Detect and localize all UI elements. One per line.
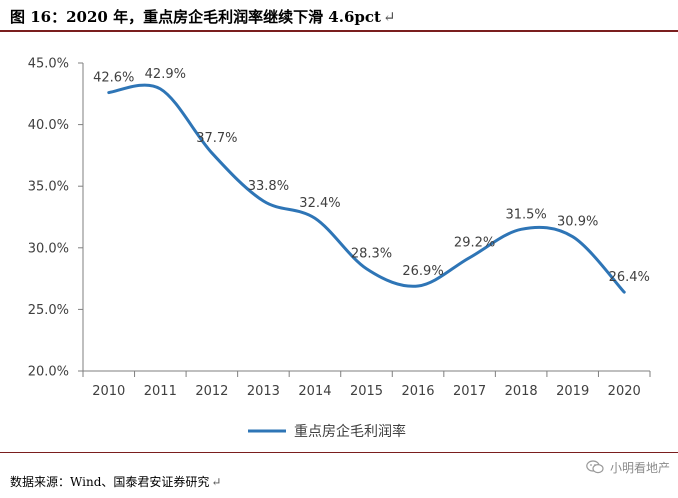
- y-axis: 20.0% 25.0% 30.0% 35.0% 40.0% 45.0%: [28, 57, 84, 380]
- figure-title: 图 16：2020 年，重点房企毛利润率继续下滑 4.6pct ↵: [10, 6, 670, 28]
- data-labels: 42.6% 42.9% 37.7% 33.8% 32.4% 28.3% 26.9% 29.2%…: [93, 67, 650, 285]
- data-label: 28.3%: [351, 247, 392, 262]
- x-tick-label: 2012: [195, 384, 228, 399]
- data-label: 26.4%: [609, 270, 650, 285]
- x-tick-label: 2017: [453, 384, 486, 399]
- data-label: 32.4%: [299, 196, 340, 211]
- watermark-text: 小明看地产: [609, 460, 670, 475]
- x-tick-label: 2011: [144, 384, 177, 399]
- y-tick-label: 20.0%: [28, 365, 69, 380]
- title-divider: [0, 30, 678, 32]
- y-tick-label: 30.0%: [28, 241, 69, 256]
- data-label: 31.5%: [505, 207, 546, 222]
- y-tick-label: 25.0%: [28, 303, 69, 318]
- paragraph-mark: ↵: [211, 475, 222, 489]
- paragraph-mark: ↵: [382, 8, 396, 26]
- data-label: 29.2%: [454, 236, 495, 251]
- x-tick-label: 2014: [298, 384, 331, 399]
- legend: 重点房企毛利润率: [248, 423, 406, 440]
- y-tick-label: 40.0%: [28, 118, 69, 133]
- series-group: [107, 83, 626, 294]
- data-label: 37.7%: [196, 131, 237, 146]
- data-label: 33.8%: [248, 179, 289, 194]
- source-text: 数据来源：Wind、国泰君安证券研究: [10, 475, 210, 489]
- data-label: 30.9%: [557, 215, 598, 230]
- y-tick-label: 35.0%: [28, 180, 69, 195]
- line-chart: 20.0%25.0%30.0%35.0%40.0%45.0% 2010 2011 2…: [28, 57, 651, 440]
- x-tick-label: 2010: [92, 384, 125, 399]
- footer-divider: [0, 452, 678, 453]
- data-label: 42.6%: [93, 71, 134, 86]
- figure-title-text: 图 16：2020 年，重点房企毛利润率继续下滑 4.6pct: [10, 8, 381, 26]
- x-tick-label: 2020: [608, 384, 641, 399]
- x-tick-label: 2018: [505, 384, 538, 399]
- legend-label: 重点房企毛利润率: [294, 423, 406, 440]
- x-tick-label: 2015: [350, 384, 383, 399]
- watermark: 小明看地产: [586, 459, 670, 475]
- x-axis: 2010 2011 2012 2013 2014 2015 2016 2017 2018 2019…: [82, 370, 651, 399]
- data-label: 26.9%: [402, 264, 443, 279]
- series-line: [107, 83, 626, 294]
- x-tick-label: 2019: [556, 384, 589, 399]
- x-tick-label: 2016: [401, 384, 434, 399]
- source-note: 数据来源：Wind、国泰君安证券研究 ↵: [10, 474, 221, 490]
- y-tick-label: 45.0%: [28, 57, 69, 72]
- wechat-icon: [586, 460, 604, 474]
- x-tick-label: 2013: [247, 384, 280, 399]
- data-label: 42.9%: [145, 67, 186, 82]
